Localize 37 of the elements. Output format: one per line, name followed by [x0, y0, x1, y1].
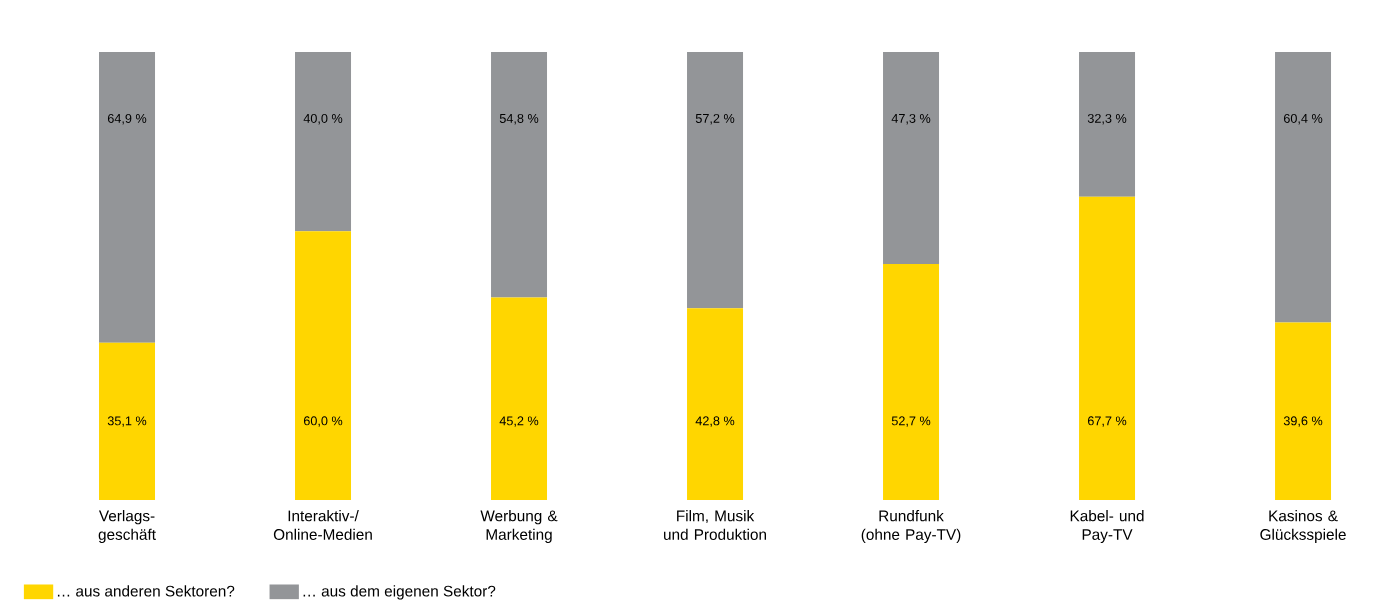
x-tick-label: Kabel- und Pay-TV — [1070, 510, 1144, 543]
data-label: 42,8 % — [695, 416, 735, 427]
bar — [883, 263, 940, 500]
x-tick-label: Werbung & Marketing — [480, 510, 558, 543]
data-label: 45,2 % — [499, 416, 539, 427]
x-tick-label: Rundfunk (ohne Pay-TV) — [861, 510, 961, 543]
bar — [883, 51, 940, 264]
bar — [687, 308, 744, 500]
data-label: 40,0 % — [303, 113, 343, 125]
data-label: 57,2 % — [695, 113, 735, 125]
data-label: 32,3 % — [1087, 113, 1127, 125]
bar — [1275, 51, 1332, 323]
bar — [295, 51, 352, 232]
data-label: 35,1 % — [107, 416, 147, 427]
bar — [1079, 51, 1136, 197]
data-label: 47,3 % — [891, 113, 931, 125]
data-label: 52,7 % — [891, 416, 931, 427]
data-label: 39,6 % — [1283, 416, 1323, 427]
bar — [295, 231, 352, 500]
bar — [1275, 322, 1332, 500]
data-label: 54,8 % — [499, 113, 539, 125]
legend-label: … aus anderen Sektoren? — [57, 585, 235, 597]
bar — [687, 51, 744, 309]
data-label: 67,7 % — [1087, 416, 1127, 427]
x-tick-label: Verlags-geschäft — [98, 510, 156, 543]
bar — [491, 297, 548, 500]
data-label: 60,4 % — [1283, 113, 1323, 125]
bar — [491, 51, 548, 298]
bar — [99, 51, 156, 343]
bar — [1079, 196, 1136, 500]
data-label: 64,9 % — [107, 113, 147, 125]
data-label: 60,0 % — [303, 416, 343, 427]
x-tick-label: Interaktiv-/ Online-Medien — [273, 510, 372, 540]
x-tick-label: Film, Musik und Produktion — [664, 510, 766, 540]
bar — [99, 342, 156, 500]
x-tick-label: Kasinos & Glücksspiele — [1260, 510, 1346, 543]
legend-label: … aus dem eigenen Sektor? — [303, 585, 496, 600]
